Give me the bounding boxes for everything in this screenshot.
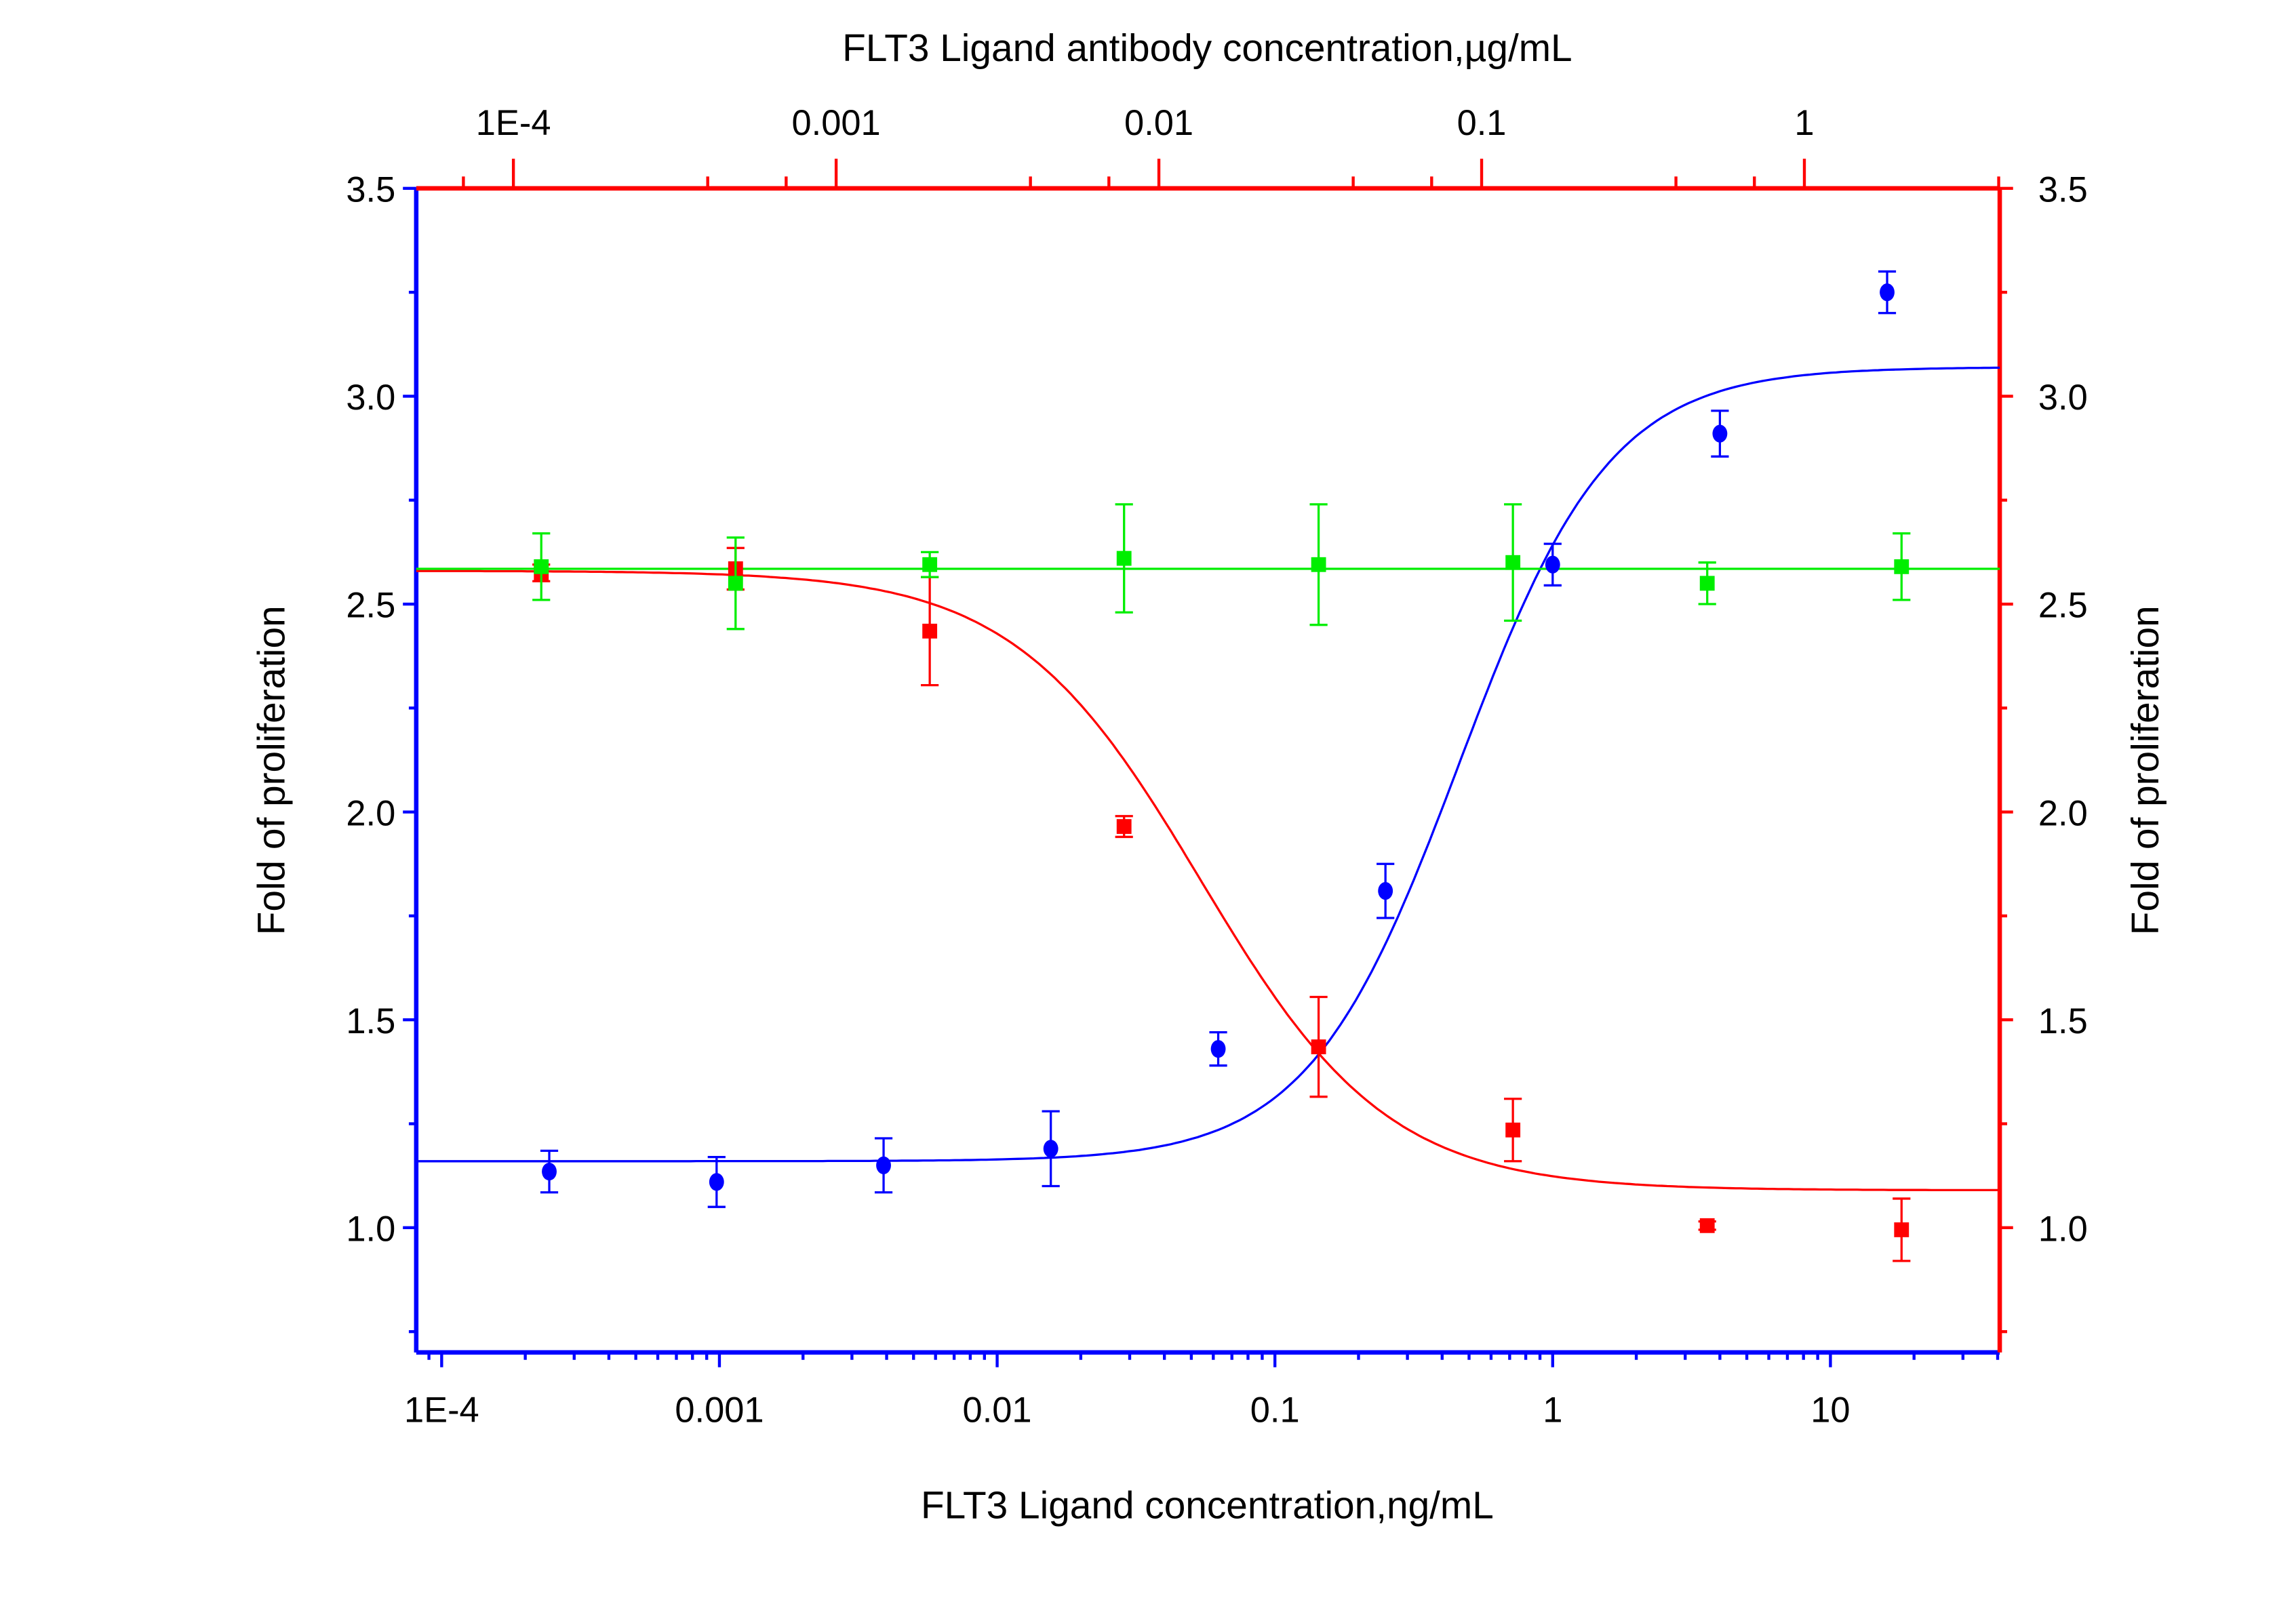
bottom-x-tick-label: 10: [1810, 1391, 1850, 1430]
top-x-axis-title: FLT3 Ligand antibody concentration,µg/mL: [842, 27, 1572, 70]
right-y-axis-title: Fold of proliferation: [2124, 605, 2167, 935]
data-point-series-3: [1311, 557, 1326, 572]
bottom-x-tick-label: 0.1: [1250, 1391, 1300, 1430]
right-y-tick-label: 2.0: [2038, 794, 2088, 833]
data-point-series-1: [709, 1173, 724, 1191]
top-x-tick-label: 1: [1794, 104, 1814, 143]
left-y-tick-label: 2.5: [346, 586, 395, 626]
y-axis-title: Fold of proliferation: [250, 605, 293, 935]
data-point-series-2: [1311, 1039, 1326, 1055]
bottom-x-tick-label: 0.001: [675, 1391, 764, 1430]
x-axis-title: FLT3 Ligand concentration,ng/mL: [921, 1484, 1494, 1527]
data-point-series-1: [1545, 555, 1560, 574]
left-y-tick-label: 3.5: [346, 170, 395, 209]
left-y-tick-label: 1.0: [346, 1210, 395, 1249]
right-y-tick-label: 3.0: [2038, 378, 2088, 418]
data-point-series-2: [1116, 819, 1132, 835]
data-point-series-3: [1894, 559, 1909, 574]
data-point-series-1: [876, 1156, 891, 1174]
data-point-series-1: [1378, 882, 1393, 900]
top-x-tick-label: 0.01: [1124, 104, 1193, 143]
left-y-tick-label: 1.5: [346, 1002, 395, 1041]
data-point-series-3: [1699, 576, 1715, 591]
fit-curve-1: [416, 366, 2000, 1163]
left-y-tick-label: 2.0: [346, 794, 395, 833]
right-y-tick-label: 3.5: [2038, 170, 2088, 209]
fit-curve-2: [416, 569, 2000, 1192]
data-point-series-3: [1505, 555, 1521, 570]
bottom-x-tick-label: 1: [1543, 1391, 1562, 1430]
left-y-tick-label: 3.0: [346, 378, 395, 418]
top-x-tick-label: 0.001: [792, 104, 881, 143]
bottom-x-tick-label: 1E-4: [404, 1391, 479, 1430]
data-point-series-2: [1699, 1218, 1715, 1233]
data-point-series-1: [1880, 283, 1895, 302]
data-point-series-3: [728, 576, 743, 591]
data-point-series-2: [922, 623, 938, 639]
right-y-tick-label: 2.5: [2038, 586, 2088, 626]
data-point-series-1: [1043, 1140, 1058, 1158]
data-point-series-3: [1116, 551, 1132, 566]
data-point-series-1: [1210, 1040, 1226, 1058]
data-point-series-3: [922, 557, 938, 572]
data-point-series-3: [534, 559, 549, 574]
data-point-series-2: [1894, 1222, 1909, 1237]
top-x-tick-label: 1E-4: [476, 104, 551, 143]
right-y-tick-label: 1.0: [2038, 1210, 2088, 1249]
data-point-series-1: [542, 1162, 557, 1181]
right-y-tick-label: 1.5: [2038, 1002, 2088, 1041]
top-x-tick-label: 0.1: [1457, 104, 1507, 143]
data-point-series-1: [1712, 424, 1728, 443]
data-point-series-2: [1505, 1122, 1521, 1138]
bottom-x-tick-label: 0.01: [963, 1391, 1032, 1430]
